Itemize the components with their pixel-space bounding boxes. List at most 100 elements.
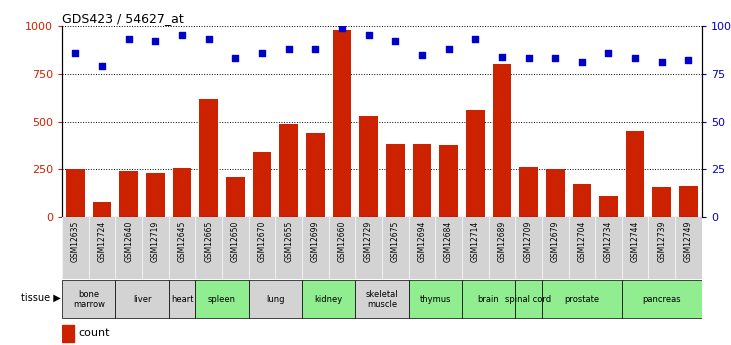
Point — [96, 63, 108, 69]
Bar — [93, 202, 111, 217]
Text: GSM12714: GSM12714 — [471, 220, 480, 262]
Bar — [169, 280, 195, 318]
Text: GSM12679: GSM12679 — [550, 220, 560, 262]
Point — [416, 52, 428, 57]
Bar — [519, 167, 538, 217]
Text: GSM12724: GSM12724 — [98, 220, 107, 262]
Text: GSM12655: GSM12655 — [284, 220, 293, 262]
Bar — [493, 64, 511, 217]
Text: GSM12660: GSM12660 — [338, 220, 346, 262]
Bar — [679, 186, 698, 217]
Bar — [66, 169, 85, 217]
Text: GSM12675: GSM12675 — [391, 220, 400, 262]
Text: spinal cord: spinal cord — [505, 295, 552, 304]
Bar — [515, 280, 542, 318]
Bar — [386, 144, 404, 217]
Point — [496, 54, 508, 59]
Text: tissue ▶: tissue ▶ — [21, 292, 61, 302]
Bar — [599, 196, 618, 217]
Text: count: count — [78, 328, 110, 338]
Point — [549, 56, 561, 61]
Point — [150, 38, 162, 44]
Text: lung: lung — [266, 295, 284, 304]
Text: GSM12734: GSM12734 — [604, 220, 613, 262]
Text: GSM12739: GSM12739 — [657, 220, 666, 262]
Bar — [62, 217, 702, 279]
Bar — [279, 124, 298, 217]
Point — [309, 46, 321, 52]
Bar — [572, 184, 591, 217]
Bar — [115, 280, 169, 318]
Point — [283, 46, 295, 52]
Bar — [546, 168, 564, 217]
Bar — [622, 280, 702, 318]
Bar — [466, 110, 485, 217]
Point — [203, 37, 215, 42]
Text: GSM12650: GSM12650 — [231, 220, 240, 262]
Text: pancreas: pancreas — [643, 295, 681, 304]
Bar — [146, 173, 164, 217]
Text: kidney: kidney — [314, 295, 343, 304]
Text: GSM12729: GSM12729 — [364, 220, 373, 262]
Bar — [62, 280, 115, 318]
Point — [363, 33, 374, 38]
Point — [523, 56, 534, 61]
Text: thymus: thymus — [420, 295, 451, 304]
Point — [69, 50, 81, 56]
Point — [656, 59, 667, 65]
Text: bone
marrow: bone marrow — [73, 289, 105, 309]
Bar — [249, 280, 302, 318]
Point — [256, 50, 268, 56]
Point — [576, 59, 588, 65]
Text: GSM12670: GSM12670 — [257, 220, 267, 262]
Bar — [62, 325, 74, 342]
Bar — [306, 133, 325, 217]
Bar — [119, 171, 138, 217]
Text: GDS423 / 54627_at: GDS423 / 54627_at — [62, 12, 184, 25]
Point — [469, 37, 481, 42]
Text: GSM12640: GSM12640 — [124, 220, 133, 262]
Bar — [355, 280, 409, 318]
Text: GSM12709: GSM12709 — [524, 220, 533, 262]
Point — [629, 56, 641, 61]
Point — [602, 50, 614, 56]
Bar — [173, 168, 192, 217]
Point — [390, 38, 401, 44]
Bar — [409, 280, 462, 318]
Text: brain: brain — [477, 295, 499, 304]
Bar — [253, 152, 271, 217]
Text: prostate: prostate — [564, 295, 599, 304]
Bar — [462, 280, 515, 318]
Text: GSM12704: GSM12704 — [577, 220, 586, 262]
Text: GSM12684: GSM12684 — [444, 220, 453, 262]
Text: liver: liver — [133, 295, 151, 304]
Text: GSM12749: GSM12749 — [684, 220, 693, 262]
Bar — [333, 30, 352, 217]
Bar — [542, 280, 622, 318]
Text: GSM12744: GSM12744 — [631, 220, 640, 262]
Bar — [360, 116, 378, 217]
Point — [230, 56, 241, 61]
Text: GSM12635: GSM12635 — [71, 220, 80, 262]
Point — [176, 33, 188, 38]
Text: heart: heart — [171, 295, 193, 304]
Text: GSM12719: GSM12719 — [151, 220, 160, 262]
Bar — [653, 187, 671, 217]
Bar — [302, 280, 355, 318]
Text: GSM12694: GSM12694 — [417, 220, 426, 262]
Point — [443, 46, 455, 52]
Bar — [439, 145, 458, 217]
Text: spleen: spleen — [208, 295, 236, 304]
Point — [683, 58, 694, 63]
Text: GSM12699: GSM12699 — [311, 220, 320, 262]
Bar — [200, 99, 218, 217]
Text: skeletal
muscle: skeletal muscle — [366, 289, 398, 309]
Bar — [226, 177, 245, 217]
Text: GSM12689: GSM12689 — [497, 220, 507, 262]
Bar — [195, 280, 249, 318]
Text: GSM12645: GSM12645 — [178, 220, 186, 262]
Bar — [626, 131, 645, 217]
Bar — [412, 144, 431, 217]
Point — [123, 37, 135, 42]
Text: GSM12665: GSM12665 — [204, 220, 213, 262]
